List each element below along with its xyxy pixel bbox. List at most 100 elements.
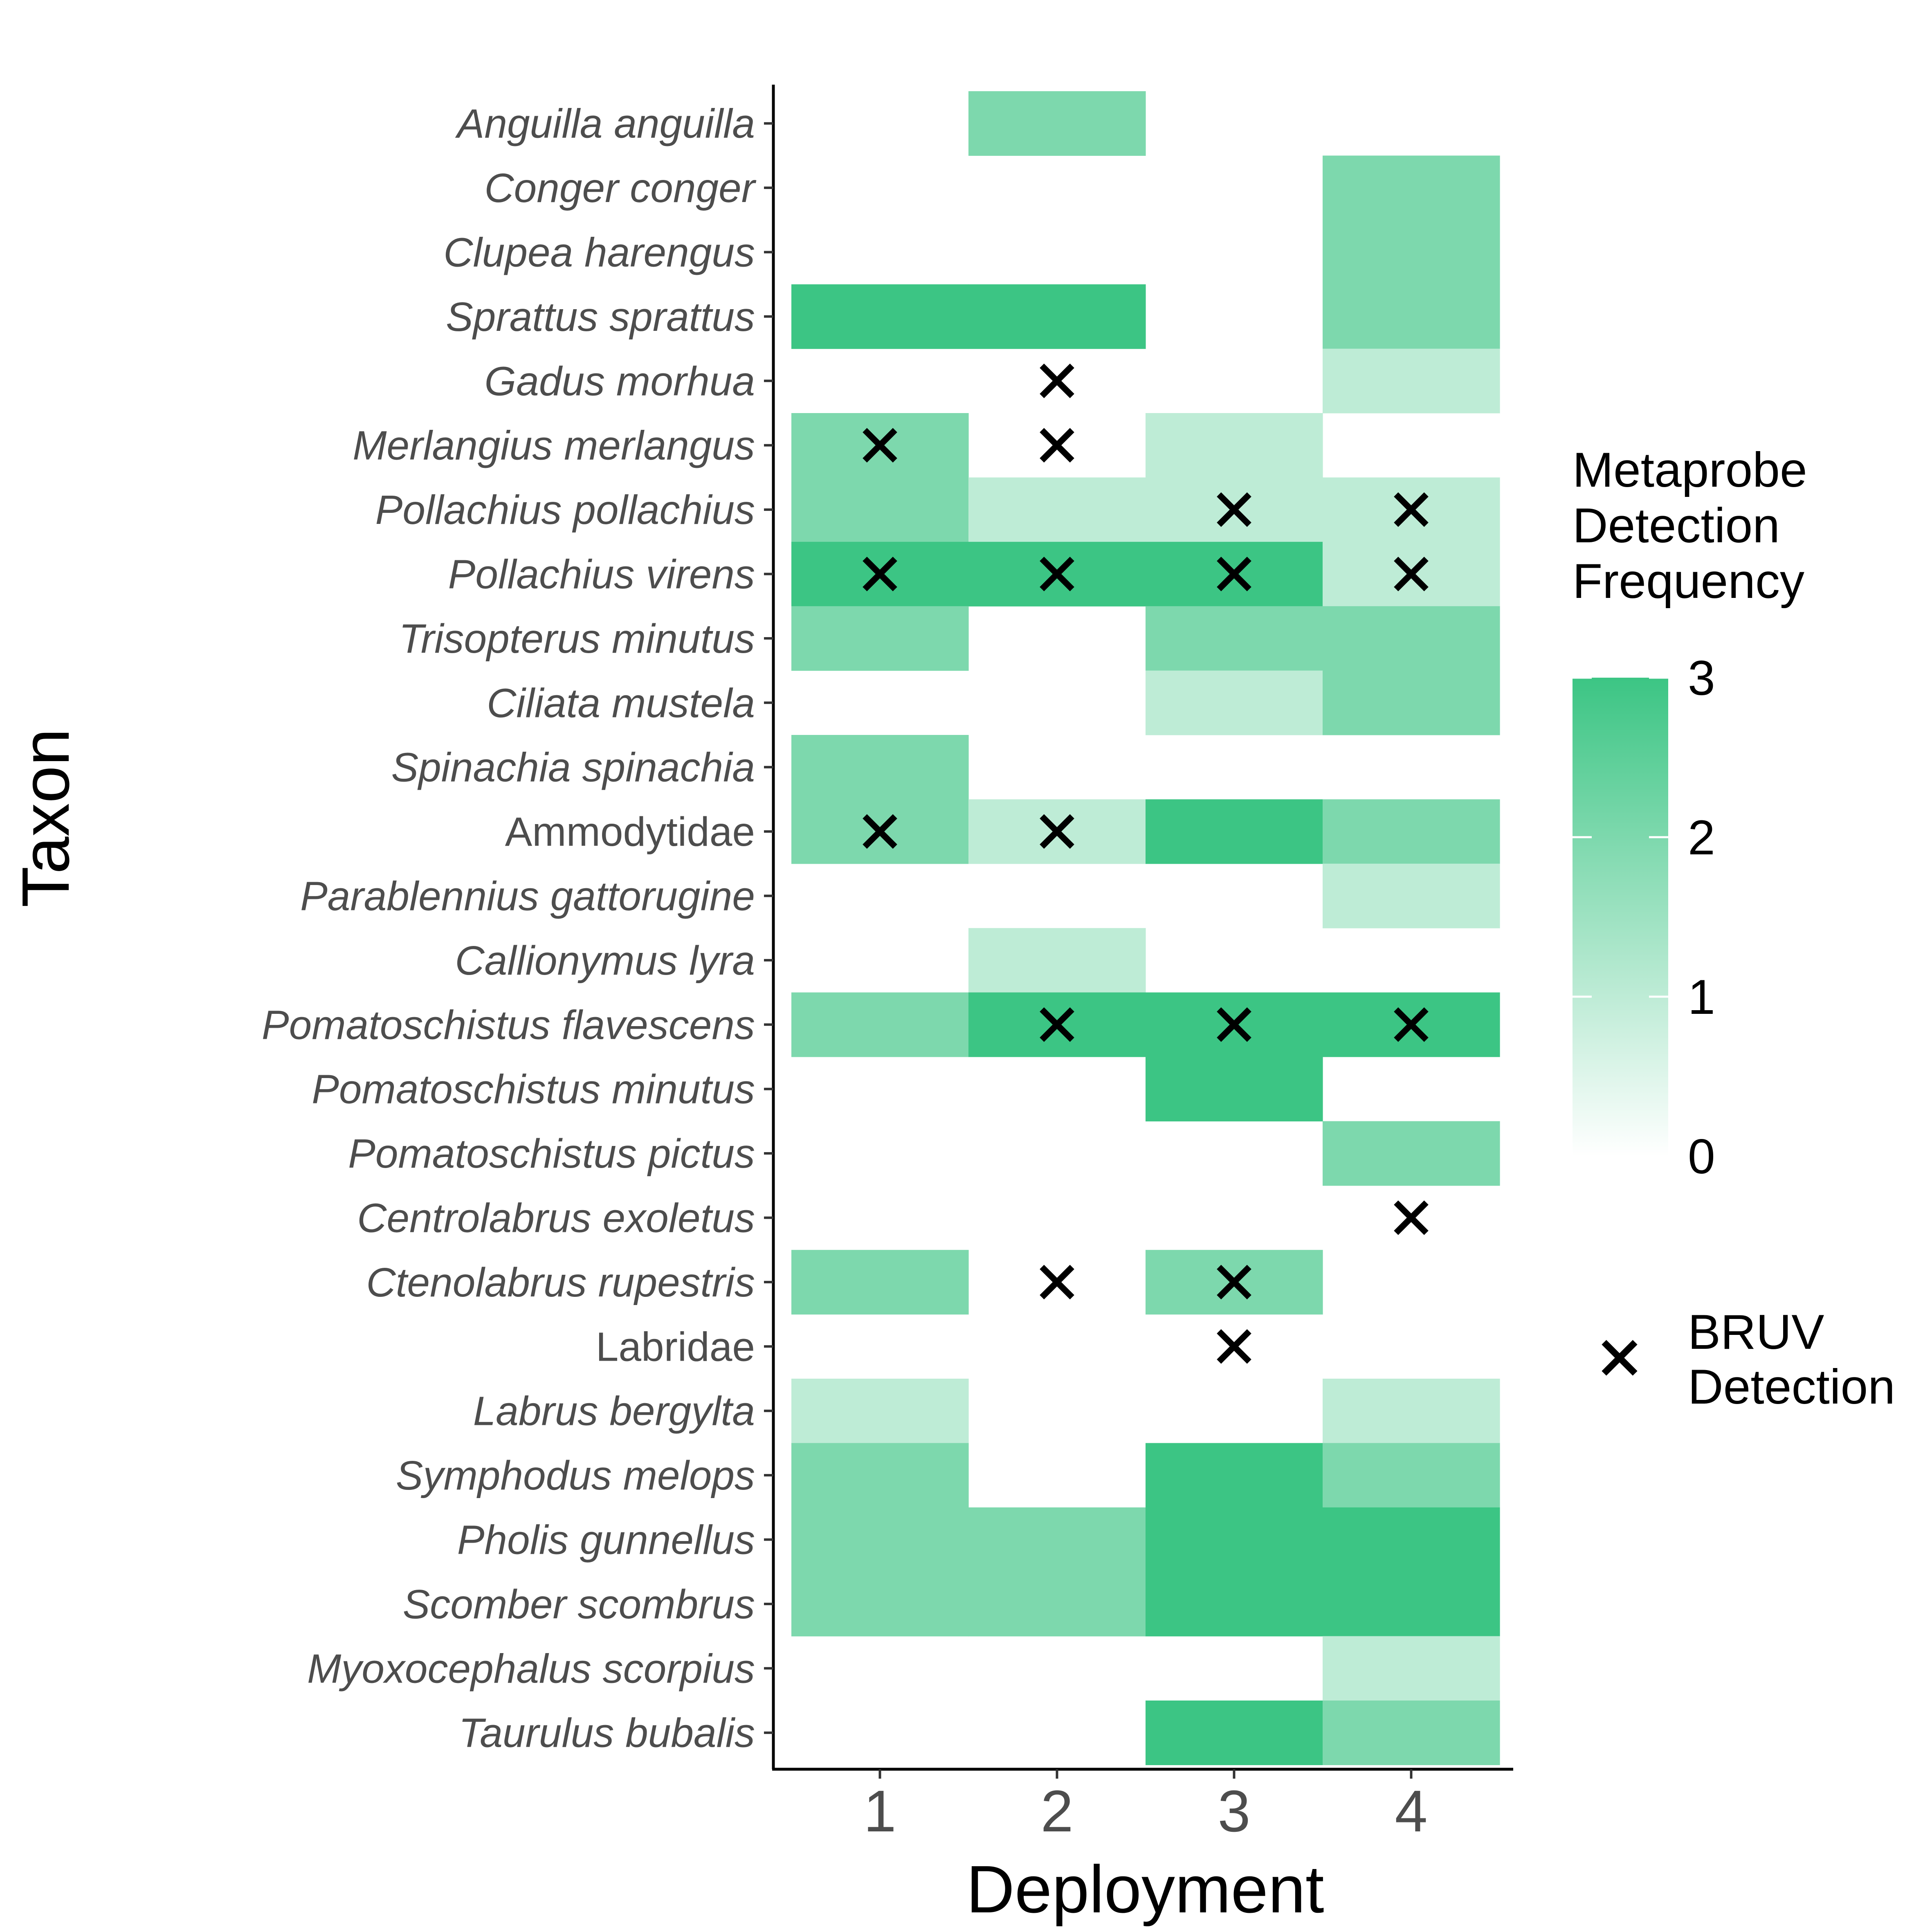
y-tick-label: Pomatoschistus flavescens bbox=[262, 1002, 755, 1048]
heatmap-cell bbox=[968, 928, 1146, 993]
heatmap-cell bbox=[1323, 1572, 1500, 1637]
y-tick-label: Sprattus sprattus bbox=[446, 294, 755, 340]
y-tick-label: Ammodytidae bbox=[505, 809, 755, 855]
y-tick-label: Conger conger bbox=[484, 165, 756, 211]
y-tick-label: Merlangius merlangus bbox=[353, 423, 755, 469]
heatmap-cell bbox=[1323, 606, 1500, 671]
y-tick-label: Callionymus lyra bbox=[455, 938, 755, 984]
y-tick-label: Myoxocephalus scorpius bbox=[307, 1646, 755, 1692]
legend-tick-label: 0 bbox=[1688, 1129, 1715, 1184]
heatmap-cell bbox=[791, 735, 969, 800]
heatmap-cell bbox=[1146, 799, 1323, 864]
heatmap-cell bbox=[791, 284, 969, 349]
y-axis-title: Taxon bbox=[8, 728, 83, 908]
bruv-detection-marker bbox=[1217, 1265, 1251, 1300]
y-tick-label: Pholis gunnellus bbox=[457, 1517, 755, 1563]
heatmap-cell bbox=[791, 1572, 969, 1637]
y-tick-label: Ciliata mustela bbox=[487, 680, 755, 726]
heatmap-cell bbox=[1323, 1379, 1500, 1443]
y-tick-label: Symphodus melops bbox=[396, 1453, 755, 1498]
heatmap-cell bbox=[1323, 155, 1500, 220]
heatmap-cell bbox=[968, 1507, 1146, 1572]
heatmap-cell bbox=[1146, 1701, 1323, 1765]
y-tick-label: Centrolabrus exoletus bbox=[357, 1195, 755, 1241]
heatmap-cell bbox=[1323, 348, 1500, 413]
legend-colorbar bbox=[1573, 678, 1668, 1156]
legend-tick-label: 2 bbox=[1688, 810, 1715, 865]
bruv-detection-marker bbox=[1217, 557, 1251, 591]
legend-bruv-label-line: BRUV bbox=[1688, 1305, 1824, 1359]
y-tick-label: Anguilla anguilla bbox=[455, 101, 755, 147]
legend-tick-label: 3 bbox=[1688, 651, 1715, 705]
legend-bruv-label: BRUV Detection bbox=[1688, 1305, 1895, 1414]
y-tick-label: Labridae bbox=[596, 1324, 755, 1370]
y-tick-label: Scomber scombrus bbox=[403, 1582, 755, 1627]
bruv-detection-marker bbox=[1040, 1265, 1074, 1300]
legend: Metaprobe Detection Frequency 0 1 2 3 BRUV … bbox=[1573, 443, 1895, 1414]
heatmap-cell bbox=[1323, 1507, 1500, 1572]
heatmap-cell bbox=[791, 1443, 969, 1508]
heatmap-cell bbox=[1323, 799, 1500, 864]
bruv-detection-marker bbox=[1394, 1200, 1429, 1235]
y-tick-label: Trisopterus minutus bbox=[399, 616, 755, 662]
y-tick-labels: Anguilla anguilla Conger conger Clupea har… bbox=[262, 101, 773, 1756]
heatmap-cell bbox=[1146, 1057, 1323, 1121]
bruv-detection-marker bbox=[863, 814, 897, 849]
x-tick-label: 2 bbox=[1040, 1778, 1073, 1844]
heatmap-cell bbox=[791, 606, 969, 671]
heatmap-cell bbox=[968, 284, 1146, 349]
y-tick-label: Parablennius gattorugine bbox=[300, 874, 755, 919]
y-tick-label: Pomatoschistus minutus bbox=[312, 1067, 755, 1112]
heatmap-cell bbox=[1146, 606, 1323, 671]
bruv-detection-marker bbox=[1394, 1007, 1429, 1042]
y-tick-label: Clupea harengus bbox=[443, 230, 755, 276]
x-axis-title: Deployment bbox=[966, 1852, 1324, 1927]
heatmap-cell bbox=[1146, 413, 1323, 478]
heatmap-cell bbox=[1323, 1121, 1500, 1186]
bruv-detection-marker bbox=[863, 557, 897, 591]
bruv-detection-marker bbox=[1217, 1329, 1251, 1364]
legend-colorbar-ticks: 0 1 2 3 bbox=[1573, 651, 1715, 1184]
bruv-detection-marker bbox=[1394, 492, 1429, 527]
y-tick-label: Ctenolabrus rupestris bbox=[366, 1260, 755, 1305]
bruv-detection-marker bbox=[1217, 492, 1251, 527]
heatmap-cell bbox=[1146, 1507, 1323, 1572]
x-tick-labels: 1 2 3 4 bbox=[863, 1769, 1428, 1844]
heatmap-cell bbox=[968, 477, 1146, 542]
heatmap-cell bbox=[1323, 284, 1500, 349]
legend-fill-title: Metaprobe Detection Frequency bbox=[1573, 443, 1821, 609]
y-tick-label: Pomatoschistus pictus bbox=[348, 1131, 755, 1177]
y-tick-label: Labrus bergylta bbox=[473, 1388, 755, 1434]
bruv-detection-marker bbox=[1040, 363, 1074, 398]
y-tick-label: Spinachia spinachia bbox=[391, 745, 755, 791]
y-tick-label: Pollachius pollachius bbox=[375, 487, 755, 533]
heatmap-cell bbox=[791, 477, 969, 542]
bruv-detection-marker bbox=[1040, 814, 1074, 849]
heatmap-cell bbox=[791, 992, 969, 1057]
y-tick-label: Taurulus bubalis bbox=[458, 1710, 755, 1756]
heatmap-cell bbox=[791, 1379, 969, 1443]
axes bbox=[772, 85, 1513, 1771]
heatmap-cell bbox=[968, 1572, 1146, 1637]
heatmap-cell bbox=[1146, 1443, 1323, 1508]
bruv-detection-marker bbox=[1040, 557, 1074, 591]
legend-bruv-label-line: Detection bbox=[1688, 1359, 1895, 1414]
heatmap-cell bbox=[1146, 670, 1323, 735]
legend-tick-label: 1 bbox=[1688, 970, 1715, 1024]
heatmap-cell bbox=[791, 1250, 969, 1315]
heatmap-cell bbox=[1323, 1636, 1500, 1701]
bruv-detection-marker bbox=[863, 428, 897, 463]
heatmap-cell bbox=[1323, 863, 1500, 928]
heatmap-cell bbox=[1323, 1443, 1500, 1508]
legend-fill-title-line: Frequency bbox=[1573, 554, 1804, 609]
heatmap-cell bbox=[1323, 670, 1500, 735]
heatmap-cell bbox=[968, 91, 1146, 156]
bruv-markers bbox=[863, 363, 1429, 1364]
legend-fill-title-line: Metaprobe bbox=[1573, 443, 1807, 497]
heatmap-cell bbox=[1323, 1701, 1500, 1765]
legend-fill-title-line: Detection bbox=[1573, 498, 1780, 553]
bruv-detection-marker bbox=[1040, 428, 1074, 463]
x-tick-label: 1 bbox=[863, 1778, 896, 1844]
heatmap-cell bbox=[1146, 1572, 1323, 1637]
